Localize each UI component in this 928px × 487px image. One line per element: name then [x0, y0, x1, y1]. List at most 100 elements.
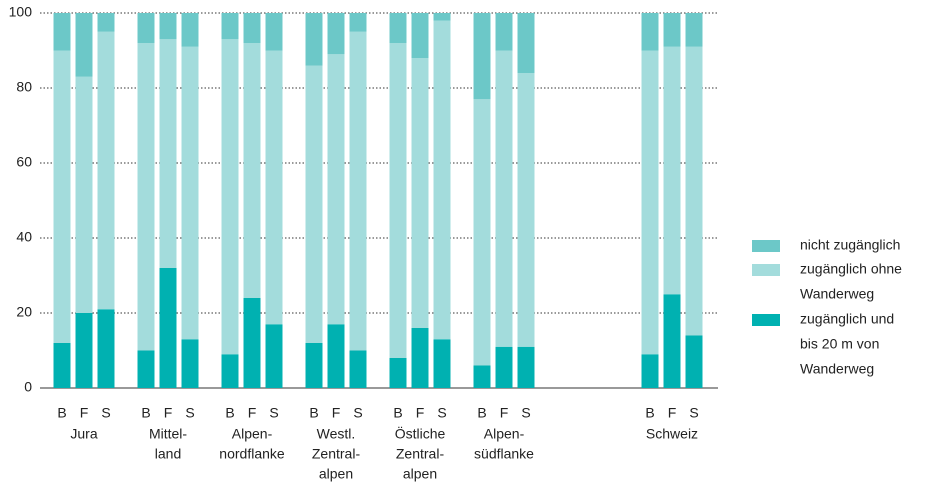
- bar-segment: [137, 43, 155, 351]
- bar-segment: [221, 39, 239, 355]
- bar-segment: [221, 354, 239, 388]
- legend-label: zugänglich und: [800, 311, 894, 327]
- bar-segment: [495, 13, 513, 51]
- legend-swatch: [752, 240, 780, 252]
- bar-segment: [411, 328, 429, 388]
- y-tick-label: 20: [16, 304, 32, 320]
- x-tick-label: S: [353, 405, 362, 421]
- group-label: Zentral-: [396, 446, 445, 462]
- bar-segment: [685, 46, 703, 336]
- bar-segment: [97, 309, 115, 388]
- bar-segment: [473, 13, 491, 100]
- x-tick-label: B: [141, 405, 150, 421]
- legend-label: Wanderweg: [800, 361, 874, 377]
- y-tick-label: 40: [16, 229, 32, 245]
- x-tick-label: B: [225, 405, 234, 421]
- x-tick-label: S: [521, 405, 530, 421]
- group-label: alpen: [403, 466, 437, 482]
- bar-segment: [411, 58, 429, 328]
- bar-segment: [433, 13, 451, 21]
- bar-segment: [473, 365, 491, 388]
- bar-segment: [389, 43, 407, 358]
- bar-segment: [349, 31, 367, 351]
- bar-segment: [641, 13, 659, 51]
- bar-segment: [243, 298, 261, 388]
- group-label: nordflanke: [219, 446, 285, 462]
- bar-segment: [663, 13, 681, 47]
- bar-segment: [473, 99, 491, 366]
- x-tick-label: B: [393, 405, 402, 421]
- x-tick-label: F: [500, 405, 509, 421]
- x-tick-label: S: [689, 405, 698, 421]
- bar-segment: [265, 324, 283, 388]
- x-tick-label: B: [57, 405, 66, 421]
- x-tick-label: F: [668, 405, 677, 421]
- bar-segment: [265, 50, 283, 325]
- bar-segment: [327, 324, 345, 388]
- bar-segment: [641, 354, 659, 388]
- bar-segment: [641, 50, 659, 355]
- bar-segment: [663, 294, 681, 388]
- group-label: Östliche: [395, 425, 446, 442]
- y-tick-label: 0: [24, 379, 32, 395]
- bar-segment: [305, 65, 323, 343]
- bar-segment: [265, 13, 283, 51]
- bar-segment: [159, 13, 177, 40]
- bar-segment: [433, 20, 451, 340]
- group-label: Mittel-: [149, 426, 187, 442]
- x-tick-label: F: [80, 405, 89, 421]
- bar-segment: [53, 343, 71, 388]
- bar-segment: [159, 39, 177, 268]
- bar-segment: [181, 13, 199, 47]
- bar-segment: [495, 346, 513, 388]
- bar-segment: [433, 339, 451, 388]
- bar-segment: [137, 350, 155, 388]
- bar-segment: [137, 13, 155, 43]
- group-label: Westl.: [317, 426, 356, 442]
- bar-segment: [517, 73, 535, 347]
- bar-segment: [305, 13, 323, 66]
- bar-segment: [75, 13, 93, 77]
- bar-segment: [327, 13, 345, 55]
- y-tick-label: 100: [9, 4, 33, 20]
- bar-segment: [159, 268, 177, 388]
- legend-label: zugänglich ohne: [800, 261, 902, 277]
- x-tick-label: F: [416, 405, 425, 421]
- y-tick-label: 60: [16, 154, 32, 170]
- x-tick-label: B: [477, 405, 486, 421]
- group-label: alpen: [319, 466, 353, 482]
- bar-segment: [411, 13, 429, 58]
- group-label: Jura: [70, 426, 97, 442]
- group-label: Alpen-: [232, 426, 273, 442]
- bar-segment: [389, 13, 407, 43]
- bar-segment: [663, 46, 681, 295]
- legend-label: bis 20 m von: [800, 336, 879, 352]
- bar-segment: [389, 358, 407, 388]
- x-tick-label: B: [645, 405, 654, 421]
- bar-segment: [75, 76, 93, 313]
- legend-swatch: [752, 264, 780, 276]
- bar-segment: [349, 350, 367, 388]
- y-tick-label: 80: [16, 79, 32, 95]
- x-tick-label: F: [332, 405, 341, 421]
- x-tick-label: F: [248, 405, 257, 421]
- bar-segment: [517, 346, 535, 388]
- bar-segment: [97, 31, 115, 310]
- bar-segment: [243, 43, 261, 298]
- bar-segment: [243, 13, 261, 43]
- group-label: Schweiz: [646, 426, 698, 442]
- legend-label: nicht zugänglich: [800, 237, 900, 253]
- bar-segment: [517, 13, 535, 73]
- x-tick-label: S: [185, 405, 194, 421]
- bar-segment: [53, 50, 71, 343]
- bar-segment: [305, 343, 323, 388]
- x-tick-label: F: [164, 405, 173, 421]
- x-tick-label: B: [309, 405, 318, 421]
- legend-label: Wanderweg: [800, 286, 874, 302]
- bar-segment: [75, 313, 93, 388]
- group-label: südflanke: [474, 446, 534, 462]
- x-tick-label: S: [101, 405, 110, 421]
- bar-segment: [685, 13, 703, 47]
- x-tick-label: S: [269, 405, 278, 421]
